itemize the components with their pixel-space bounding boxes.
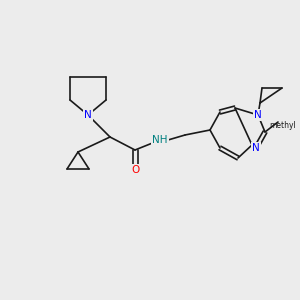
Text: NH: NH [152, 135, 168, 145]
Text: N: N [252, 143, 260, 153]
Text: methyl: methyl [270, 121, 296, 130]
Text: N: N [84, 110, 92, 120]
Text: N: N [254, 110, 262, 120]
Text: O: O [131, 165, 139, 175]
